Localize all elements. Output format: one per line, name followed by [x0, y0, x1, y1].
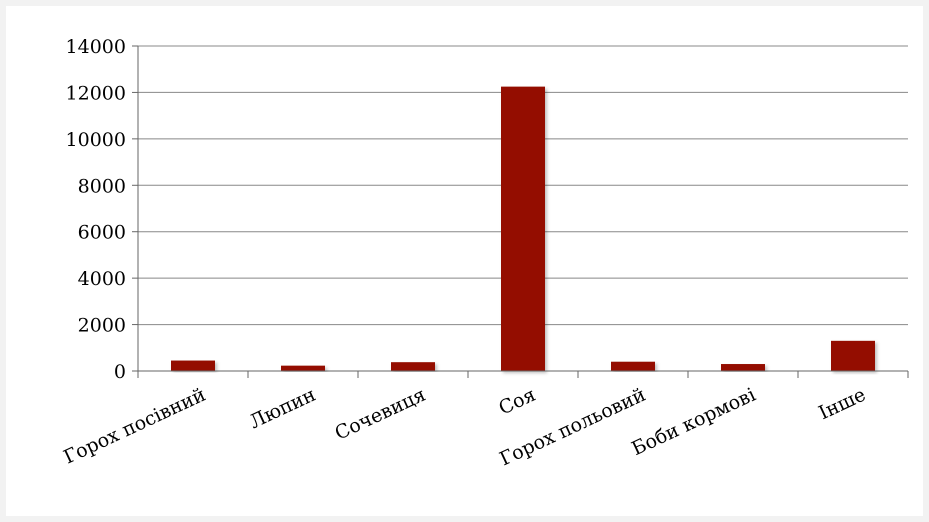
y-tick-label: 6000 [78, 222, 126, 244]
bar-1 [171, 360, 215, 371]
category-label: Інше [815, 384, 869, 425]
bars [171, 86, 875, 371]
y-tick-label: 12000 [66, 82, 126, 104]
category-label: Люпин [246, 384, 319, 434]
y-tick-label: 4000 [78, 268, 126, 290]
y-tick-label: 14000 [66, 36, 126, 58]
category-label: Сочевиця [332, 384, 430, 445]
y-tick-label: 2000 [78, 315, 126, 337]
y-tick-label: 10000 [66, 129, 126, 151]
bar-2 [281, 365, 325, 371]
category-label: Боби кормові [628, 384, 759, 461]
bar-4 [501, 86, 545, 371]
y-tick-label: 8000 [78, 175, 126, 197]
bar-6 [721, 364, 765, 371]
bar-5 [611, 361, 655, 371]
bar-3 [391, 362, 435, 371]
y-tick-label: 0 [114, 361, 126, 383]
chart-container: 0 2000 4000 6000 8000 10000 12000 14000 Горох по… [6, 6, 923, 516]
axes [132, 45, 909, 378]
bar-chart: 0 2000 4000 6000 8000 10000 12000 14000 Горох по… [60, 36, 909, 470]
category-label: Горох посівний [60, 384, 209, 469]
labels: 0 2000 4000 6000 8000 10000 12000 14000 Горох по… [60, 36, 869, 470]
category-label: Соя [495, 384, 539, 420]
bar-7 [831, 340, 875, 371]
